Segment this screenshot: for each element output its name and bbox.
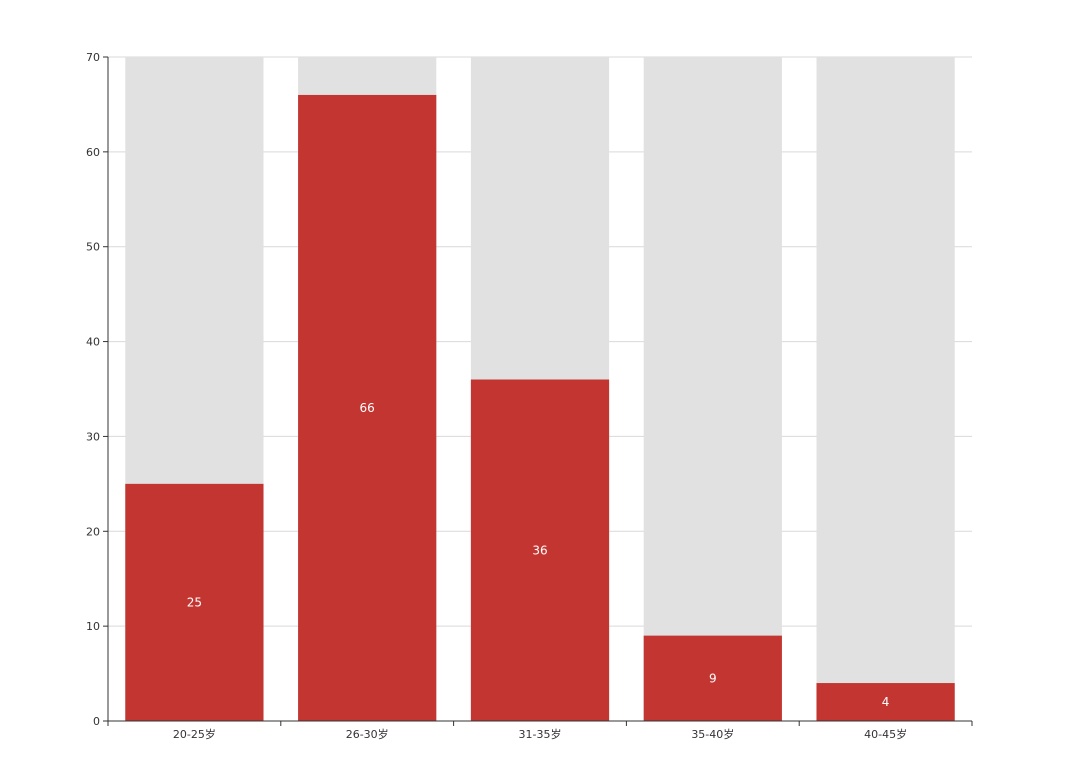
bar [125,483,264,721]
x-axis: 20-25岁 26-30岁 31-35岁 35-40岁 40-45岁 [107,720,973,741]
bar [643,635,782,721]
y-tick-label: 30 [86,430,100,443]
y-tick-label: 20 [86,525,100,538]
data-label: 4 [882,695,890,709]
background-bar [643,57,782,721]
bar [470,379,610,721]
y-tick-label: 10 [86,620,100,633]
background-bar [816,57,955,721]
data-label: 36 [532,543,547,557]
bar [298,94,437,721]
data-label: 25 [187,595,202,609]
data-label: 9 [709,671,717,685]
y-tick-label: 50 [86,241,100,254]
y-tick-label: 0 [93,715,100,728]
x-tick-label: 35-40岁 [691,727,734,741]
data-labels: 25 66 36 9 4 [187,401,890,709]
y-tick-label: 70 [86,51,100,64]
x-tick-label: 26-30岁 [346,727,389,741]
data-bars [125,94,955,721]
data-label: 66 [360,401,375,415]
y-axis: 0 10 20 30 40 50 60 70 [86,51,109,728]
bar [816,683,955,721]
y-tick-label: 60 [86,146,100,159]
x-tick-label: 31-35岁 [519,727,562,741]
x-tick-label: 20-25岁 [173,727,216,741]
y-tick-label: 40 [86,336,100,349]
x-tick-label: 40-45岁 [864,727,907,741]
